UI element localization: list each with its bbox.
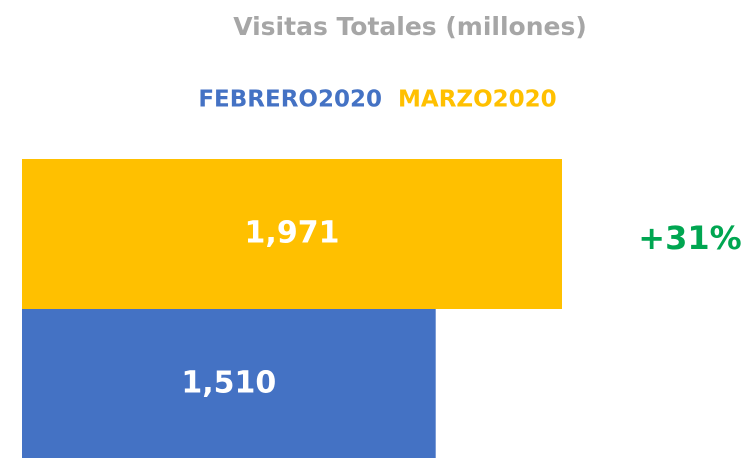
data-label: 1,510 (181, 366, 276, 401)
annotation: +31% (638, 219, 741, 257)
chart-title: Visitas Totales (millones) (233, 12, 587, 41)
bar (22, 309, 436, 458)
data-label: 1,971 (245, 216, 340, 251)
legend-entry: FEBRERO2020 (198, 87, 382, 113)
legend-entry: MARZO2020 (398, 87, 557, 113)
bar (22, 159, 562, 309)
